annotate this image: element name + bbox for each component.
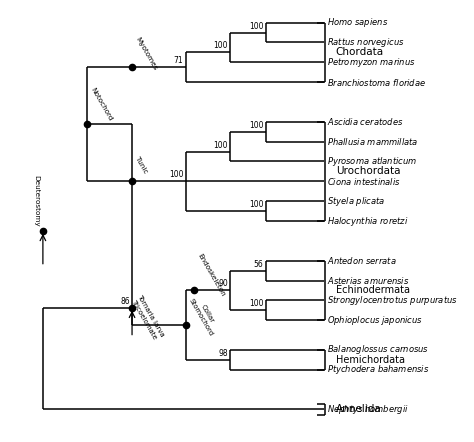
Text: Urochordata: Urochordata (336, 166, 400, 176)
Text: Tornaria larva
Tricoelomate: Tornaria larva Tricoelomate (130, 294, 165, 342)
Text: 100: 100 (249, 200, 264, 209)
Text: Chordata: Chordata (336, 47, 384, 57)
Text: $\it{Antedon\ serrata}$: $\it{Antedon\ serrata}$ (327, 255, 397, 266)
Text: $\it{Rattus\ norvegicus}$: $\it{Rattus\ norvegicus}$ (327, 36, 405, 49)
Text: $\it{Petromyzon\ marinus}$: $\it{Petromyzon\ marinus}$ (327, 56, 416, 69)
Text: Echinodermata: Echinodermata (336, 286, 410, 295)
Text: 100: 100 (169, 170, 183, 179)
Text: $\it{Phallusia\ mammillata}$: $\it{Phallusia\ mammillata}$ (327, 136, 419, 147)
Text: 100: 100 (213, 141, 228, 149)
Text: 100: 100 (213, 42, 228, 50)
Text: 100: 100 (249, 22, 264, 30)
Text: 56: 56 (254, 259, 264, 269)
Text: 100: 100 (249, 299, 264, 308)
Text: $\it{Ciona\ intestinalis}$: $\it{Ciona\ intestinalis}$ (327, 176, 401, 187)
Text: Tunic: Tunic (134, 156, 149, 175)
Text: Myotomes: Myotomes (134, 36, 158, 71)
Text: $\it{Branchiostoma\ floridae}$: $\it{Branchiostoma\ floridae}$ (327, 76, 427, 88)
Text: $\it{Ophioplocus\ japonicus}$: $\it{Ophioplocus\ japonicus}$ (327, 314, 423, 327)
Text: $\it{Nephtys\ hombergii}$: $\it{Nephtys\ hombergii}$ (327, 403, 409, 416)
Text: Collar
Stomochord: Collar Stomochord (188, 294, 220, 337)
Text: $\it{Pyrosoma\ atlanticum}$: $\it{Pyrosoma\ atlanticum}$ (327, 155, 418, 168)
Text: $\it{Balanoglossus\ carnosus}$: $\it{Balanoglossus\ carnosus}$ (327, 343, 429, 356)
Text: 100: 100 (249, 121, 264, 130)
Text: Hemichordata: Hemichordata (336, 355, 405, 365)
Text: $\it{Styela\ plicata}$: $\it{Styela\ plicata}$ (327, 194, 386, 208)
Text: Endoskeleton: Endoskeleton (197, 252, 226, 297)
Text: $\it{Ptychodera\ bahamensis}$: $\it{Ptychodera\ bahamensis}$ (327, 363, 430, 376)
Text: $\it{Ascidia\ ceratodes}$: $\it{Ascidia\ ceratodes}$ (327, 116, 404, 127)
Text: $\it{Asterias\ amurensis}$: $\it{Asterias\ amurensis}$ (327, 275, 410, 286)
Text: Deuterostomy: Deuterostomy (33, 175, 39, 227)
Text: Notochord: Notochord (90, 87, 114, 122)
Text: $\it{Homo\ sapiens}$: $\it{Homo\ sapiens}$ (327, 16, 389, 29)
Text: $\it{Halocynthia\ roretzi}$: $\it{Halocynthia\ roretzi}$ (327, 214, 409, 228)
Text: 71: 71 (173, 56, 183, 65)
Text: 86: 86 (120, 297, 130, 306)
Text: $\it{Strongylocentrotus\ purpuratus}$: $\it{Strongylocentrotus\ purpuratus}$ (327, 294, 458, 307)
Text: 98: 98 (218, 349, 228, 358)
Text: Annelida: Annelida (336, 404, 382, 415)
Text: 90: 90 (218, 279, 228, 289)
